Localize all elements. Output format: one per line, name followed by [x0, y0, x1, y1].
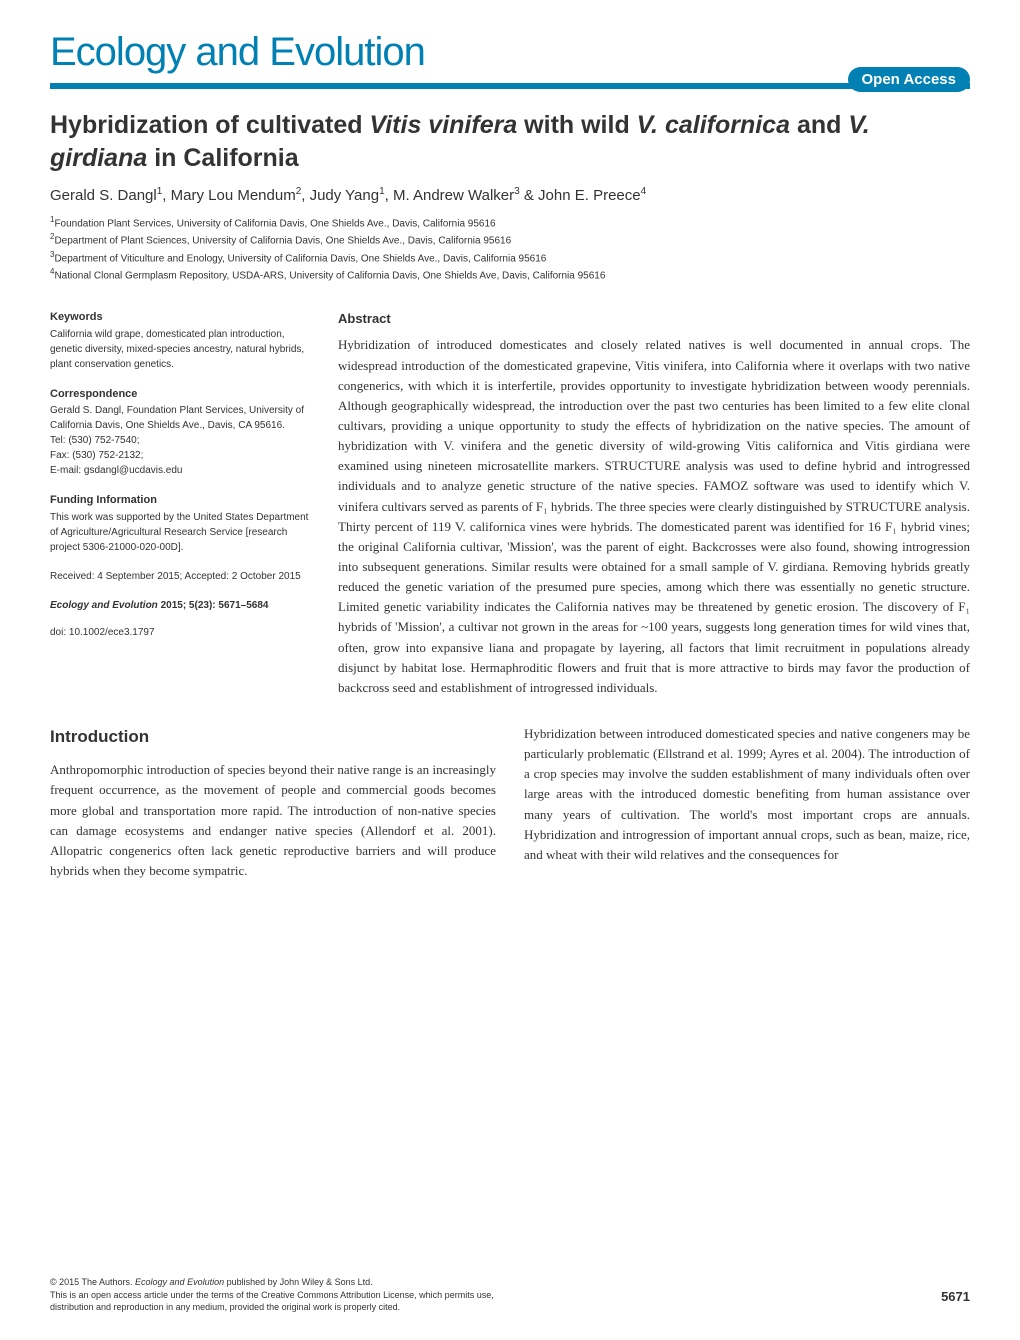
title-part: with wild: [517, 111, 636, 139]
author-4: , M. Andrew Walker: [385, 187, 514, 204]
abstract-body: Hybridization of introduced domesticates…: [338, 335, 970, 698]
abstract-heading: Abstract: [338, 309, 970, 329]
title-part: in California: [147, 144, 298, 172]
copyright-symbol: © 2015 The Authors.: [50, 1277, 135, 1287]
journal-name: Ecology and Evolution: [50, 30, 425, 75]
title-part: Hybridization of cultivated: [50, 111, 369, 139]
aff-text: Department of Viticulture and Enology, U…: [54, 253, 546, 264]
author-2: , Mary Lou Mendum: [162, 187, 295, 204]
affiliations-block: 1Foundation Plant Services, University o…: [50, 214, 970, 283]
funding-heading: Funding Information: [50, 492, 310, 509]
journal-header: Ecology and Evolution: [50, 30, 970, 75]
keywords-text: California wild grape, domesticated plan…: [50, 327, 310, 372]
article-title: Hybridization of cultivated Vitis vinife…: [50, 109, 970, 174]
footer-journal: Ecology and Evolution: [135, 1277, 224, 1287]
author-5-aff: 4: [641, 186, 647, 197]
title-species-2: V. californica: [637, 111, 790, 139]
authors-line: Gerald S. Dangl1, Mary Lou Mendum2, Judy…: [50, 186, 970, 204]
abstract-column: Abstract Hybridization of introduced dom…: [338, 309, 970, 698]
page-number: 5671: [941, 1289, 970, 1304]
copyright-line: © 2015 The Authors. Ecology and Evolutio…: [50, 1276, 970, 1289]
citation-volume: 2015; 5(23): 5671–5684: [158, 600, 269, 611]
aff-text: Department of Plant Sciences, University…: [54, 236, 511, 247]
aff-text: Foundation Plant Services, University of…: [54, 218, 495, 229]
license-line-1: This is an open access article under the…: [50, 1289, 970, 1302]
received-accepted: Received: 4 September 2015; Accepted: 2 …: [50, 569, 310, 584]
affiliation-2: 2Department of Plant Sciences, Universit…: [50, 231, 970, 248]
author-1: Gerald S. Dangl: [50, 187, 157, 204]
introduction-heading: Introduction: [50, 724, 496, 750]
sidebar-column: Keywords California wild grape, domestic…: [50, 309, 310, 698]
author-3: , Judy Yang: [301, 187, 379, 204]
title-part: and: [790, 111, 848, 139]
author-5: & John E. Preece: [520, 187, 641, 204]
funding-text: This work was supported by the United St…: [50, 510, 310, 555]
license-line-2: distribution and reproduction in any med…: [50, 1301, 970, 1314]
keywords-heading: Keywords: [50, 309, 310, 326]
open-access-badge: Open Access: [848, 67, 971, 92]
title-species-1: Vitis vinifera: [369, 111, 517, 139]
introduction-section: Introduction Anthropomorphic introductio…: [50, 724, 970, 881]
correspondence-fax: Fax: (530) 752-2132;: [50, 448, 310, 463]
affiliation-3: 3Department of Viticulture and Enology, …: [50, 249, 970, 266]
aff-text: National Clonal Germplasm Repository, US…: [54, 270, 605, 281]
page-footer: © 2015 The Authors. Ecology and Evolutio…: [50, 1276, 970, 1314]
header-rule: Open Access: [50, 83, 970, 89]
affiliation-4: 4National Clonal Germplasm Repository, U…: [50, 266, 970, 283]
intro-text-left: Anthropomorphic introduction of species …: [50, 760, 496, 881]
doi-line: doi: 10.1002/ece3.1797: [50, 625, 310, 640]
citation-line: Ecology and Evolution 2015; 5(23): 5671–…: [50, 598, 310, 613]
footer-publisher: published by John Wiley & Sons Ltd.: [224, 1277, 373, 1287]
intro-column-left: Introduction Anthropomorphic introductio…: [50, 724, 496, 881]
affiliation-1: 1Foundation Plant Services, University o…: [50, 214, 970, 231]
intro-column-right: Hybridization between introduced domesti…: [524, 724, 970, 881]
correspondence-text: Gerald S. Dangl, Foundation Plant Servic…: [50, 403, 310, 433]
correspondence-tel: Tel: (530) 752-7540;: [50, 433, 310, 448]
correspondence-email: E-mail: gsdangl@ucdavis.edu: [50, 463, 310, 478]
main-two-column: Keywords California wild grape, domestic…: [50, 309, 970, 698]
citation-journal: Ecology and Evolution: [50, 600, 158, 611]
intro-text-right: Hybridization between introduced domesti…: [524, 724, 970, 865]
correspondence-heading: Correspondence: [50, 386, 310, 403]
